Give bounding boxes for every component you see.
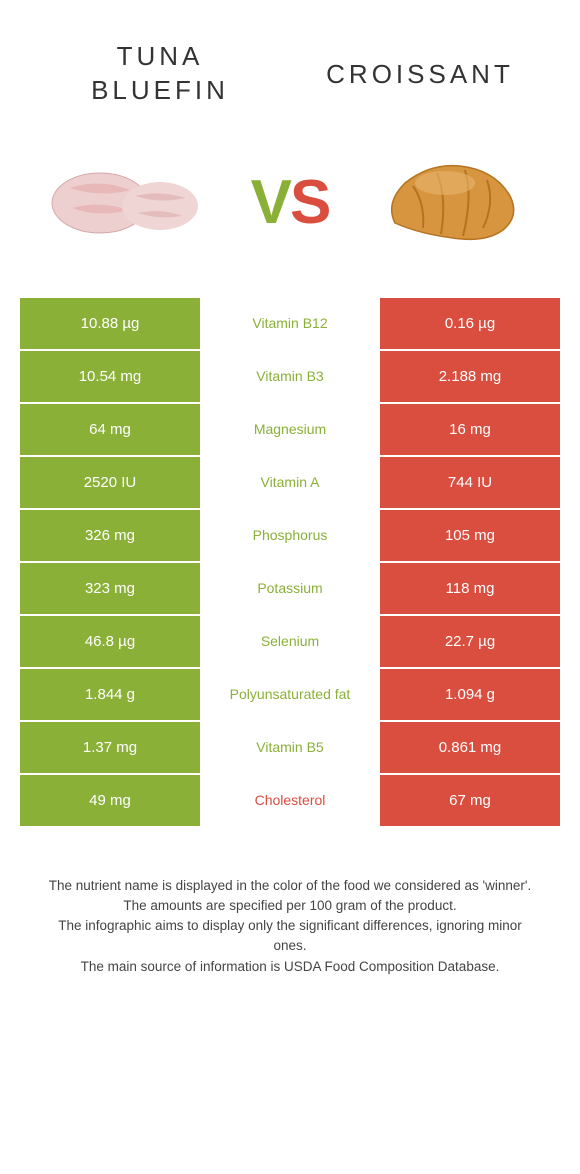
croissant-image <box>370 143 530 263</box>
value-right: 16 mg <box>380 404 560 455</box>
footer-line-3: The infographic aims to display only the… <box>40 916 540 957</box>
food-left-title: TunaBluefin <box>60 40 260 108</box>
croissant-icon <box>375 148 525 258</box>
footer-line-1: The nutrient name is displayed in the co… <box>40 876 540 896</box>
nutrient-name: Potassium <box>200 563 380 614</box>
nutrient-row: 10.54 mgVitamin B32.188 mg <box>20 351 560 402</box>
nutrient-name: Cholesterol <box>200 775 380 826</box>
value-right: 118 mg <box>380 563 560 614</box>
image-row: VS <box>20 118 560 288</box>
nutrient-name: Magnesium <box>200 404 380 455</box>
nutrient-row: 1.844 gPolyunsaturated fat1.094 g <box>20 669 560 720</box>
nutrient-name: Selenium <box>200 616 380 667</box>
nutrient-name: Vitamin A <box>200 457 380 508</box>
tuna-image <box>50 143 210 263</box>
value-right: 22.7 µg <box>380 616 560 667</box>
nutrient-row: 64 mgMagnesium16 mg <box>20 404 560 455</box>
value-right: 105 mg <box>380 510 560 561</box>
value-right: 0.16 µg <box>380 298 560 349</box>
value-left: 64 mg <box>20 404 200 455</box>
value-left: 326 mg <box>20 510 200 561</box>
nutrient-row: 323 mgPotassium118 mg <box>20 563 560 614</box>
nutrient-row: 49 mgCholesterol67 mg <box>20 775 560 826</box>
value-left: 46.8 µg <box>20 616 200 667</box>
vs-badge: VS <box>251 167 330 238</box>
footer-line-4: The main source of information is USDA F… <box>40 957 540 977</box>
value-right: 67 mg <box>380 775 560 826</box>
value-right: 1.094 g <box>380 669 560 720</box>
nutrient-name: Vitamin B3 <box>200 351 380 402</box>
nutrient-table: 10.88 µgVitamin B120.16 µg10.54 mgVitami… <box>20 298 560 826</box>
footer-line-2: The amounts are specified per 100 gram o… <box>40 896 540 916</box>
value-right: 744 IU <box>380 457 560 508</box>
nutrient-row: 10.88 µgVitamin B120.16 µg <box>20 298 560 349</box>
infographic-container: TunaBluefin Croissant VS <box>0 0 580 997</box>
nutrient-name: Vitamin B12 <box>200 298 380 349</box>
value-left: 2520 IU <box>20 457 200 508</box>
value-right: 0.861 mg <box>380 722 560 773</box>
value-right: 2.188 mg <box>380 351 560 402</box>
value-left: 1.37 mg <box>20 722 200 773</box>
value-left: 10.88 µg <box>20 298 200 349</box>
vs-v-letter: V <box>251 167 290 238</box>
value-left: 323 mg <box>20 563 200 614</box>
tuna-icon <box>50 148 210 258</box>
value-left: 10.54 mg <box>20 351 200 402</box>
footer-text: The nutrient name is displayed in the co… <box>20 876 560 977</box>
nutrient-row: 326 mgPhosphorus105 mg <box>20 510 560 561</box>
vs-s-letter: S <box>290 167 329 238</box>
value-left: 49 mg <box>20 775 200 826</box>
value-left: 1.844 g <box>20 669 200 720</box>
nutrient-row: 46.8 µgSelenium22.7 µg <box>20 616 560 667</box>
nutrient-name: Vitamin B5 <box>200 722 380 773</box>
nutrient-row: 1.37 mgVitamin B50.861 mg <box>20 722 560 773</box>
nutrient-row: 2520 IUVitamin A744 IU <box>20 457 560 508</box>
nutrient-name: Polyunsaturated fat <box>200 669 380 720</box>
header-row: TunaBluefin Croissant <box>20 20 560 118</box>
food-right-title: Croissant <box>320 40 520 92</box>
nutrient-name: Phosphorus <box>200 510 380 561</box>
